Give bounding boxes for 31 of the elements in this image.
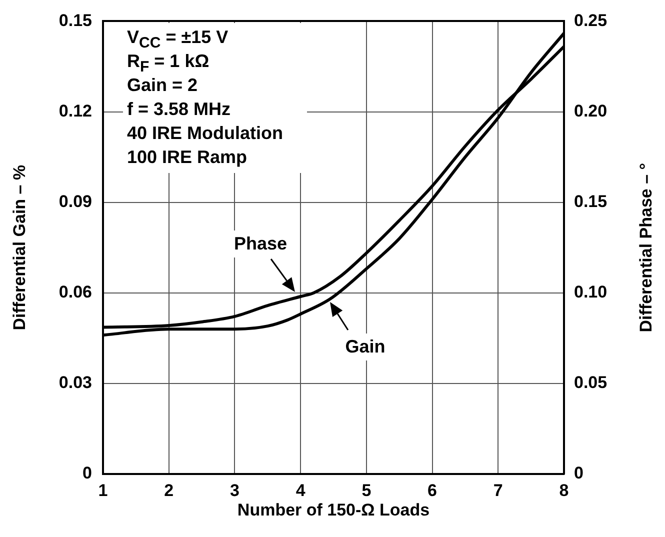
y2-tick-label: 0 xyxy=(574,464,584,483)
y-tick-label: 0.09 xyxy=(58,192,92,212)
annotation: 100 IRE Ramp xyxy=(127,146,248,169)
annotation: f = 3.58 MHz xyxy=(127,98,232,121)
y2-tick-label: 0.20 xyxy=(574,101,608,120)
annotation: 40 IRE Modulation xyxy=(127,122,284,145)
x-tick-label: 1 xyxy=(98,480,108,500)
text: Phase xyxy=(230,230,292,257)
y2-tick-label: 0.05 xyxy=(574,373,608,392)
y-tick-label: 0 xyxy=(82,464,92,483)
y-axis-title: Differential Gain – % xyxy=(10,164,29,330)
y-tick-label: 0.15 xyxy=(58,10,92,30)
y-tick-label: 0.12 xyxy=(58,101,92,120)
y2-tick-label: 0.25 xyxy=(574,10,608,30)
x-tick-label: 6 xyxy=(428,480,438,500)
x-tick-label: 2 xyxy=(164,480,174,500)
x-tick-label: 5 xyxy=(362,480,372,500)
y2-tick-label: 0.10 xyxy=(574,282,608,302)
x-tick-label: 3 xyxy=(230,480,240,500)
y-tick-label: 0.06 xyxy=(58,282,92,302)
y2-tick-label: 0.15 xyxy=(574,192,608,212)
legend-label: Gain xyxy=(341,333,390,360)
x-tick-label: 7 xyxy=(493,480,503,500)
y-tick-label: 0.03 xyxy=(58,373,92,392)
x-tick-label: 4 xyxy=(296,480,306,500)
annotation: R$_{F}$ = 1 kΩ xyxy=(127,50,210,76)
y2-axis-title: Differential Phase – ° xyxy=(636,162,656,332)
annotation: V$_{CC}$ = ±15 V xyxy=(127,26,230,52)
x-axis-title: Number of 150-Ω Loads xyxy=(237,500,430,520)
annotation: Gain = 2 xyxy=(127,74,199,97)
x-tick-label: 8 xyxy=(559,480,569,500)
